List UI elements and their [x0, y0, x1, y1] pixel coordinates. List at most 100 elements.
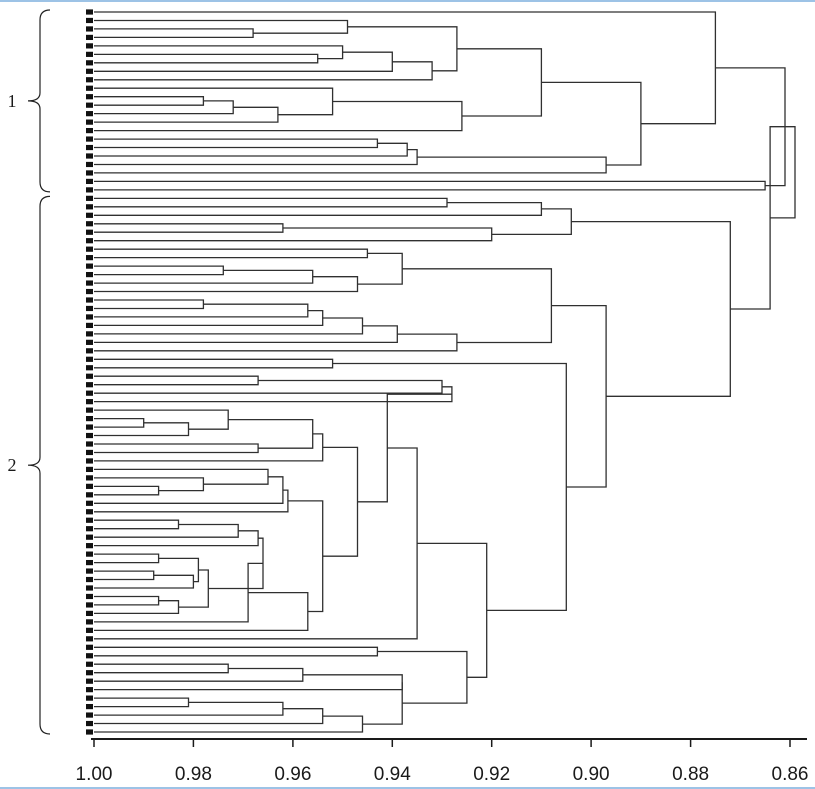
branch-A13 [456, 48, 543, 117]
leaf-marker-71 [86, 610, 93, 617]
x-tick-label-4: 0.92 [473, 764, 510, 785]
leaf-marker-30 [86, 263, 93, 269]
branch-B49 [94, 447, 418, 640]
leaf-marker-25 [86, 221, 93, 227]
group-braces: 12 [8, 9, 51, 735]
leaf-marker-54 [86, 466, 93, 473]
leaf-marker-24 [86, 212, 93, 218]
branch-B27 [94, 433, 324, 462]
leaf-marker-77 [86, 661, 93, 667]
leaf-marker-37 [86, 322, 93, 329]
branch-B2 [94, 201, 543, 216]
dendrogram-branches [94, 11, 796, 733]
leaf-marker-32 [86, 280, 93, 286]
branch-B29 [94, 477, 205, 492]
group-brace-1 [27, 9, 51, 193]
branch-A20 [94, 180, 766, 191]
leaf-marker-80 [86, 687, 93, 693]
leaf-marker-2 [86, 26, 93, 32]
leaf-marker-85 [86, 729, 93, 735]
leaf-marker-20 [86, 178, 93, 185]
branch-B59 [377, 650, 468, 704]
branch-B11 [94, 299, 205, 310]
branch-B37 [94, 570, 155, 581]
leaf-marker-44 [86, 382, 93, 388]
leaf-marker-13 [86, 119, 93, 125]
leaf-marker-65 [86, 559, 93, 566]
branch-A3 [94, 53, 319, 64]
leaf-marker-26 [86, 229, 93, 235]
leaf-marker-43 [86, 373, 93, 379]
branch-B34 [94, 523, 239, 538]
branch-B54 [94, 697, 190, 708]
leaf-marker-73 [86, 627, 93, 633]
branch-B4 [94, 227, 493, 242]
leaf-marker-6 [86, 60, 93, 66]
branch-B13 [94, 309, 324, 327]
leaf-marker-11 [86, 102, 93, 108]
leaf-marker-42 [86, 365, 93, 371]
branch-B47 [322, 446, 359, 557]
x-tick-label-6: 0.88 [672, 764, 709, 785]
branch-B58 [362, 682, 403, 725]
leaf-marker-63 [86, 543, 93, 549]
branch-B50 [94, 646, 379, 657]
leaf-marker-52 [86, 449, 93, 456]
leaf-marker-36 [86, 314, 93, 320]
leaf-marker-70 [86, 602, 93, 608]
leaf-marker-45 [86, 390, 93, 396]
leaf-marker-61 [86, 526, 93, 532]
leaf-marker-0 [86, 9, 93, 15]
leaf-marker-82 [86, 703, 93, 710]
branch-B32 [94, 489, 289, 513]
leaf-markers [86, 9, 93, 735]
x-tick-label-1: 0.98 [175, 764, 212, 785]
leaf-marker-3 [86, 34, 93, 41]
leaf-marker-76 [86, 653, 93, 659]
branch-B19 [94, 375, 259, 386]
leaf-marker-28 [86, 246, 93, 252]
branch-B17 [402, 268, 553, 344]
branch-A15 [94, 142, 408, 157]
branch-B63 [571, 220, 731, 397]
leaf-marker-23 [86, 204, 93, 210]
leaf-marker-53 [86, 458, 93, 464]
branch-B51 [94, 663, 229, 674]
leaf-marker-34 [86, 297, 93, 303]
branch-B20 [94, 379, 443, 394]
leaf-marker-51 [86, 441, 93, 447]
branch-B5 [491, 208, 572, 236]
leaf-marker-17 [86, 153, 93, 159]
leaf-marker-72 [86, 619, 93, 625]
leaf-marker-74 [86, 636, 93, 642]
x-tick-label-5: 0.90 [573, 764, 610, 785]
branch-B8 [94, 269, 314, 284]
branch-B1 [94, 197, 448, 208]
leaf-marker-84 [86, 720, 93, 727]
branch-B45 [94, 591, 309, 632]
group-label-2: 2 [8, 455, 17, 475]
leaf-marker-78 [86, 670, 93, 676]
leaf-marker-7 [86, 68, 93, 74]
branch-A2 [94, 19, 349, 34]
leaf-marker-75 [86, 644, 93, 650]
leaf-marker-50 [86, 432, 93, 439]
branch-B62 [551, 304, 607, 488]
leaf-marker-81 [86, 695, 93, 701]
branch-B41 [94, 600, 180, 615]
leaf-marker-59 [86, 509, 93, 515]
x-tick-label-2: 0.96 [274, 764, 311, 785]
branch-A18 [541, 81, 642, 166]
leaf-marker-83 [86, 712, 93, 718]
branch-B28 [94, 485, 160, 496]
leaf-marker-48 [86, 415, 93, 422]
leaf-marker-10 [86, 94, 93, 100]
branch-B9 [94, 276, 359, 293]
leaf-marker-5 [86, 51, 93, 57]
branch-A16 [94, 148, 418, 166]
branch-A1 [94, 28, 254, 39]
leaf-marker-39 [86, 339, 93, 345]
leaf-marker-22 [86, 195, 93, 201]
branch-B60 [417, 542, 488, 678]
